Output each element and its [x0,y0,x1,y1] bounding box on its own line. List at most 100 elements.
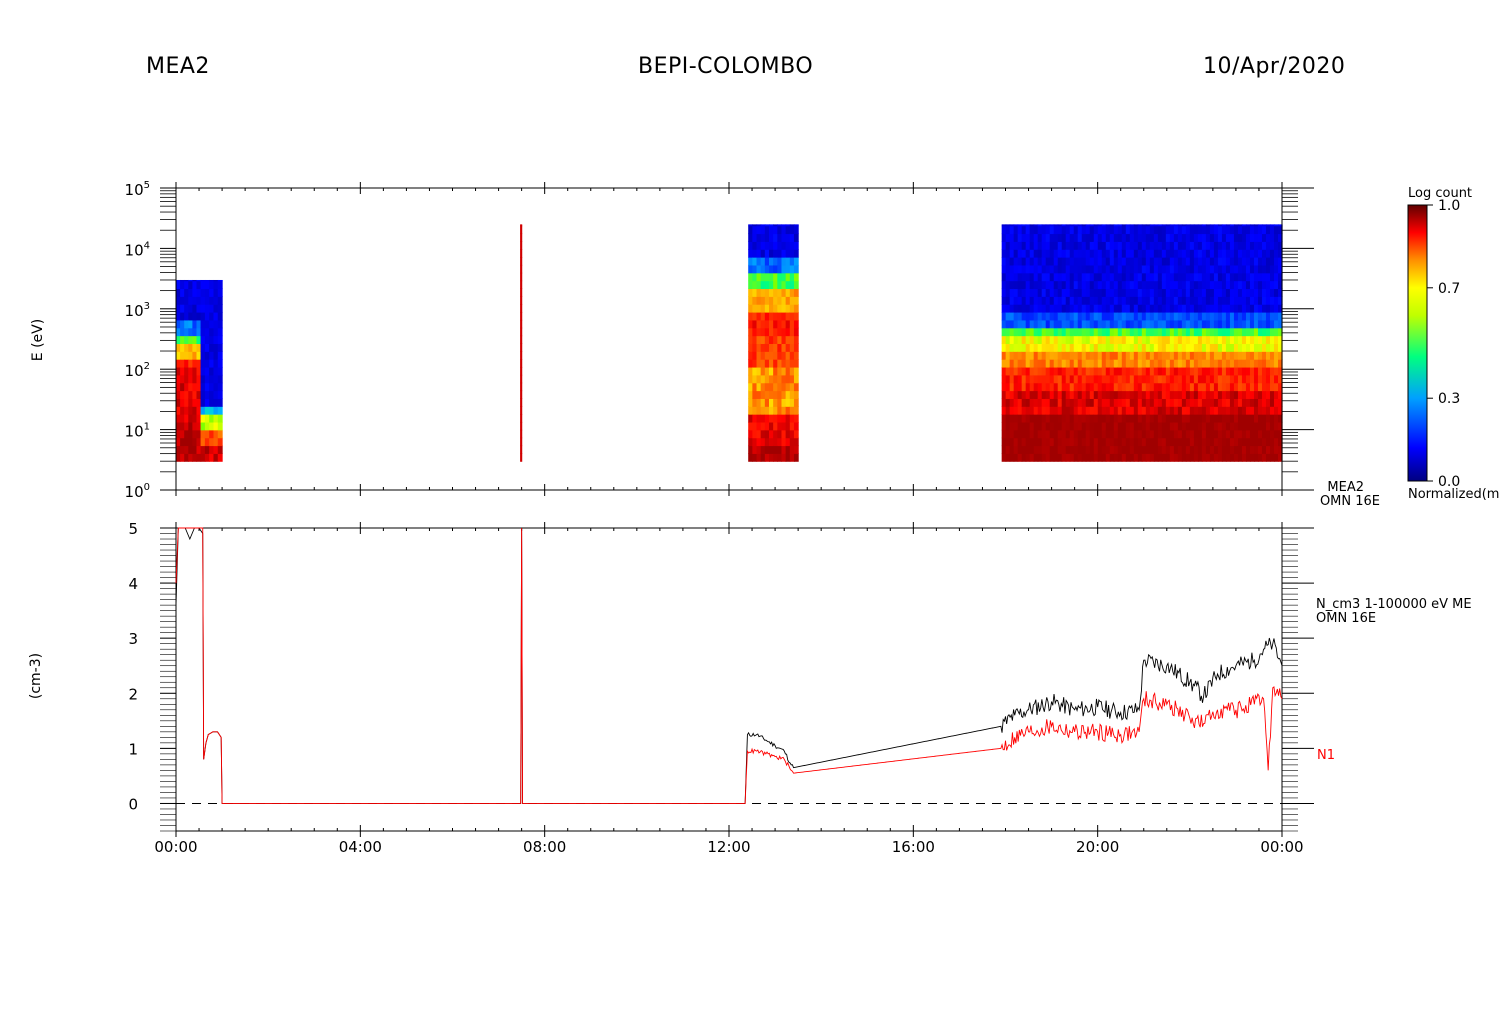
spectrogram-cell [760,343,766,352]
spectrogram-cell [1121,437,1127,447]
spectrogram-cell [1181,429,1187,439]
spectrogram-cell [1069,225,1075,235]
spectrogram-cell [1257,304,1263,313]
spectrogram-cell [1017,233,1023,242]
spectrogram-cell [1109,453,1115,462]
spectrogram-cell [1057,311,1063,321]
spectrogram-cell [213,335,219,344]
spectrogram-cell [793,374,799,384]
spectrogram-cell [1173,406,1179,415]
spectrogram-cell [1153,351,1159,360]
spectrogram-cell [1173,437,1179,447]
spectrogram-cell [1225,398,1231,407]
spectrogram-cell [1041,335,1047,344]
spectrogram-cell [1261,288,1267,297]
spectrogram-cell [1041,366,1047,376]
spectrogram-cell [1253,343,1259,352]
spectrogram-cell [184,453,189,462]
spectrogram-cell [1005,374,1011,384]
spectrogram-cell [1189,398,1195,407]
spectrogram-cell [1101,406,1107,415]
spectrogram-cell [1009,343,1015,352]
spectrogram-cell [1261,343,1267,352]
spectrogram-cell [1073,280,1079,290]
spectrogram-cell [1273,414,1279,423]
spectrogram-cell [1245,382,1251,392]
spectrogram-cell [1145,406,1151,415]
spectrogram-cell [1217,406,1223,415]
spectrogram-cell [1257,445,1263,454]
spectrogram-cell [1037,319,1043,329]
spectrogram-cell [1213,296,1219,305]
spectrogram-cell [1089,359,1095,368]
spectrogram-cell [1249,366,1255,376]
spectrogram-cell [1209,327,1215,337]
spectrogram-cell [1089,343,1095,352]
spectrogram-cell [1049,343,1055,352]
spectrogram-cell [1217,280,1223,290]
spectrogram-cell [204,366,210,376]
spectrogram-cell [1065,414,1071,423]
spectrogram-cell [760,453,766,462]
spectrogram-cell [1053,406,1059,415]
spectrogram-cell [1157,335,1163,344]
spectrogram-cell [1073,414,1079,423]
spectrogram-cell [1209,311,1215,321]
spectrogram-cell [1205,296,1211,305]
spectrogram-cell [1001,374,1007,384]
spectrogram-cell [789,288,795,297]
spectrogram-cell [1025,335,1031,344]
spectrogram-cell [1141,398,1147,407]
spectrogram-cell [1061,296,1067,305]
spectrogram-cell [192,429,198,439]
spectrogram-cell [520,233,523,242]
spectrogram-cell [1081,249,1087,258]
spectrogram-cell [789,437,795,447]
spectrogram-cell [769,437,774,447]
spectrogram-cell [1137,249,1143,258]
spectrogram-cell [1225,224,1231,227]
spectrogram-cell [1037,453,1043,462]
spectrogram-cell [1093,224,1099,227]
spectrogram-cell [1065,335,1071,344]
spectrogram-cell [756,406,762,415]
spectrogram-cell [1085,311,1091,321]
spectrogram-cell [1245,390,1251,399]
spectrogram-cell [1253,390,1259,399]
spectrogram-cell [789,406,795,415]
spectrogram-cell [1065,421,1071,431]
spectrogram-cell [785,343,791,352]
spectrogram-cell [760,335,766,344]
spectrogram-cell [1045,280,1051,290]
spectrogram-cell [1278,288,1283,297]
spectrogram-cell [1105,272,1111,282]
spectrogram-cell [1221,249,1227,258]
spectrogram-cell [1197,225,1203,235]
spectrogram-cell [217,414,223,423]
spectrogram-cell [1073,335,1079,344]
spectrogram-cell [1081,437,1087,447]
spectrogram-cell [1101,335,1107,344]
spectrogram-cell [1209,421,1215,431]
spectrogram-cell [192,406,198,415]
spectrogram-cell [769,280,774,290]
spectrogram-cell [1017,296,1023,305]
spectrogram-cell [1029,453,1035,462]
spectrogram-cell [1101,264,1107,274]
spectrogram-cell [180,296,185,305]
spectrogram-cell [1221,335,1227,344]
density-y-tick-label: 1 [128,740,138,758]
spectrogram-cell [1045,398,1051,407]
spectrogram-cell [773,304,778,313]
spectrogram-cell [1033,327,1039,337]
spectrogram-cell [1033,406,1039,415]
spectrogram-cell [184,437,189,447]
spectrogram-cell [1133,288,1139,297]
spectrogram-cell [1269,429,1275,439]
spectrogram-cell [1157,429,1163,439]
spectrogram-cell [1081,351,1087,360]
spectrogram-cell [1057,249,1063,258]
spectrogram-cell [1105,241,1111,250]
spectrogram-cell [1181,304,1187,313]
